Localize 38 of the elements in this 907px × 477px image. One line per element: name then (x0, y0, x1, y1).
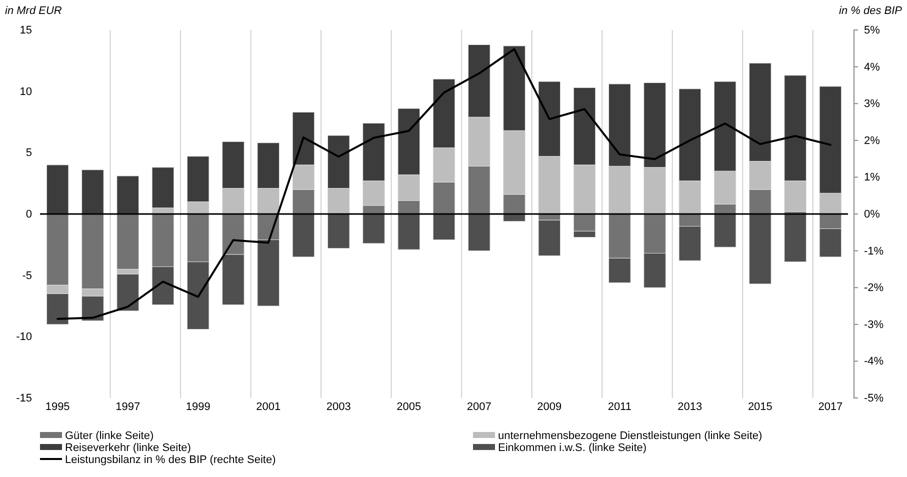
y2-tick-label: -3% (864, 318, 884, 331)
legend-label: unternehmensbezogene Dienstleistungen (linke Seite) (498, 430, 762, 442)
y2-tick-label: -4% (864, 356, 884, 368)
y2-tick-label: 2% (864, 134, 880, 147)
legend-label: Reiseverkehr (linke Seite) (65, 442, 191, 454)
y2-tick-label: -5% (864, 392, 884, 405)
y2-axis-title: in % des BIP (839, 5, 903, 17)
x-tick-label: 2013 (678, 400, 702, 413)
y2-tick-label: -2% (864, 282, 884, 294)
y-axis-title: in Mrd EUR (5, 5, 62, 17)
legend-label: Einkommen i.w.S. (linke Seite) (498, 442, 647, 454)
x-tick-label: 2001 (256, 400, 281, 413)
y-tick-label: -5 (22, 270, 32, 282)
x-tick-label: 1995 (45, 400, 70, 413)
x-tick-label: 2005 (396, 400, 422, 413)
y2-tick-label: -1% (864, 245, 884, 258)
x-tick-label: 1999 (186, 400, 210, 413)
y-tick-label: 5 (26, 147, 32, 160)
y2-tick-label: 0% (864, 208, 880, 221)
y-tick-label: 0 (26, 208, 32, 221)
y-tick-label: 15 (20, 24, 32, 37)
y-tick-label: 10 (20, 86, 32, 98)
y-tick-label: -10 (16, 331, 32, 344)
x-tick-label: 2011 (608, 400, 632, 413)
y2-tick-label: 1% (864, 172, 880, 184)
x-tick-label: 2007 (466, 400, 492, 413)
y2-tick-label: 5% (864, 24, 880, 37)
y2-tick-label: 4% (864, 61, 880, 74)
y-tick-label: -15 (16, 392, 32, 405)
x-tick-label: 2017 (818, 400, 843, 413)
x-tick-label: 2009 (537, 400, 562, 413)
legend-label: Güter (linke Seite) (65, 430, 154, 442)
x-tick-label: 2015 (748, 400, 772, 413)
bar (784, 214, 806, 262)
y2-tick-label: 3% (864, 98, 880, 110)
x-tick-label: 1997 (116, 400, 140, 413)
x-tick-label: 2003 (326, 400, 351, 413)
legend-label: Leistungsbilanz in % des BIP (rechte Seite) (65, 454, 276, 466)
